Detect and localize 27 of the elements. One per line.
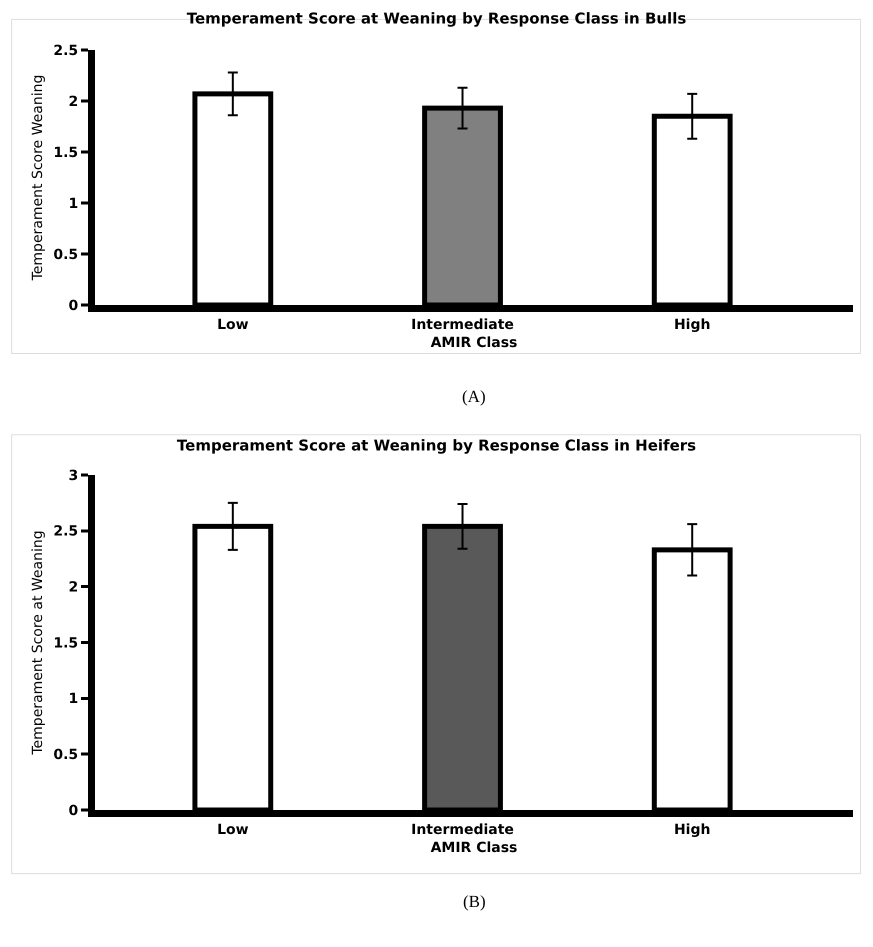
- x-tick-label: Low: [217, 822, 249, 838]
- text: (A): [462, 387, 486, 406]
- y-tick-label: 0: [68, 802, 78, 819]
- x-tick-label: Intermediate: [411, 822, 514, 838]
- y-axis-title: Temperament Score at Weaning: [30, 530, 46, 756]
- y-tick-label: 0.5: [53, 246, 78, 263]
- x-tick-label: High: [674, 316, 710, 333]
- x-tick-label: High: [674, 822, 710, 838]
- x-tick-label: Intermediate: [411, 316, 514, 333]
- y-tick-label: 2.5: [53, 524, 78, 540]
- y-tick-label: 1: [68, 691, 78, 708]
- y-tick-label: 1.5: [53, 635, 78, 652]
- y-tick-label: 1.5: [53, 144, 78, 161]
- chart-title: Temperament Score at Weaning by Response Class in Bulls: [186, 9, 686, 28]
- x-axis-title: AMIR Class: [430, 335, 518, 352]
- chart-title: Temperament Score at Weaning by Response Class in Heifers: [176, 436, 696, 455]
- y-tick-label: 2: [68, 94, 78, 110]
- y-tick-label: 2.5: [53, 42, 78, 59]
- y-axis-title: Temperament Score Weaning: [30, 74, 46, 282]
- x-axis-title: AMIR Class: [430, 840, 518, 856]
- y-tick-label: 2: [68, 580, 78, 596]
- y-tick-label: 1: [68, 196, 78, 212]
- text: (B): [463, 892, 486, 911]
- y-tick-label: 0: [68, 298, 78, 314]
- x-tick-label: Low: [217, 316, 249, 333]
- y-tick-label: 0.5: [53, 747, 78, 764]
- y-tick-label: 3: [68, 468, 78, 484]
